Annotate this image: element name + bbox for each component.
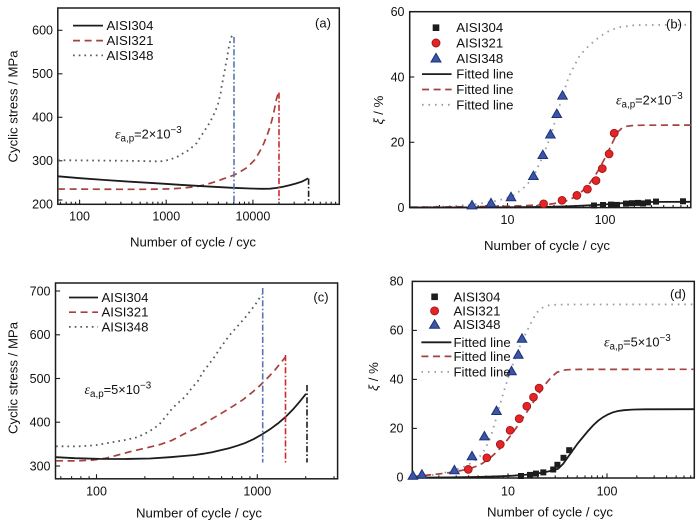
svg-text:(b): (b) — [666, 17, 682, 32]
svg-text:40: 40 — [391, 70, 405, 84]
svg-text:AISI348: AISI348 — [107, 48, 154, 63]
svg-text:100: 100 — [595, 213, 616, 227]
svg-text:60: 60 — [391, 5, 405, 19]
svg-text:AISI321: AISI321 — [454, 303, 501, 318]
svg-text:0: 0 — [398, 201, 405, 215]
svg-text:20: 20 — [390, 422, 404, 436]
svg-text:Fitted line: Fitted line — [454, 349, 511, 364]
svg-text:600: 600 — [30, 328, 51, 342]
svg-text:10: 10 — [501, 213, 515, 227]
svg-text:εa,p=5×10−3: εa,p=5×10−3 — [604, 333, 671, 353]
svg-text:AISI304: AISI304 — [107, 18, 154, 33]
svg-text:10000: 10000 — [236, 210, 271, 224]
svg-text:AISI304: AISI304 — [456, 20, 503, 35]
svg-text:Number of cycle / cyc: Number of cycle / cyc — [487, 505, 613, 520]
svg-text:100: 100 — [86, 484, 107, 498]
svg-text:0: 0 — [397, 471, 404, 485]
svg-text:Fitted line: Fitted line — [454, 335, 511, 350]
svg-text:60: 60 — [390, 324, 404, 338]
svg-text:AISI348: AISI348 — [102, 319, 149, 334]
svg-text:Cyclic stress / MPa: Cyclic stress / MPa — [6, 321, 21, 434]
svg-text:100: 100 — [597, 484, 618, 498]
svg-text:ξ / %: ξ / % — [371, 95, 386, 124]
svg-text:40: 40 — [390, 373, 404, 387]
svg-text:(d): (d) — [670, 287, 686, 302]
svg-text:AISI304: AISI304 — [102, 290, 149, 305]
svg-text:(c): (c) — [313, 290, 328, 305]
svg-text:AISI304: AISI304 — [454, 289, 501, 304]
svg-text:Fitted line: Fitted line — [454, 364, 511, 379]
svg-text:400: 400 — [30, 416, 51, 430]
svg-text:1000: 1000 — [152, 210, 180, 224]
svg-text:Fitted line: Fitted line — [456, 97, 513, 112]
svg-text:AISI321: AISI321 — [102, 305, 149, 320]
svg-text:AISI321: AISI321 — [107, 33, 154, 48]
svg-text:εa,p=5×10−3: εa,p=5×10−3 — [85, 381, 152, 401]
svg-text:Cyclic stress / MPa: Cyclic stress / MPa — [6, 50, 21, 163]
svg-text:εa,p=2×10−3: εa,p=2×10−3 — [616, 91, 683, 111]
svg-text:100: 100 — [69, 210, 90, 224]
svg-text:10: 10 — [501, 484, 515, 498]
svg-text:400: 400 — [32, 111, 53, 125]
svg-text:300: 300 — [32, 154, 53, 168]
svg-text:80: 80 — [390, 275, 404, 289]
svg-text:600: 600 — [32, 24, 53, 38]
svg-text:(a): (a) — [315, 16, 331, 31]
svg-text:500: 500 — [30, 372, 51, 386]
svg-text:εa,p=2×10−3: εa,p=2×10−3 — [115, 125, 182, 145]
svg-text:ξ / %: ξ / % — [366, 362, 381, 391]
svg-text:Fitted line: Fitted line — [456, 82, 513, 97]
svg-text:20: 20 — [391, 136, 405, 150]
svg-text:200: 200 — [32, 198, 53, 212]
svg-text:700: 700 — [30, 284, 51, 298]
svg-text:300: 300 — [30, 459, 51, 473]
svg-text:AISI348: AISI348 — [454, 317, 501, 332]
svg-text:Number of cycle / cyc: Number of cycle / cyc — [130, 235, 256, 250]
svg-text:Fitted line: Fitted line — [456, 67, 513, 82]
svg-text:1000: 1000 — [243, 484, 271, 498]
svg-text:Number of cycle / cyc: Number of cycle / cyc — [136, 506, 262, 521]
svg-text:AISI321: AISI321 — [456, 36, 503, 51]
svg-text:500: 500 — [32, 67, 53, 81]
svg-text:Number of cycle / cyc: Number of cycle / cyc — [484, 238, 610, 253]
svg-text:AISI348: AISI348 — [456, 51, 503, 66]
